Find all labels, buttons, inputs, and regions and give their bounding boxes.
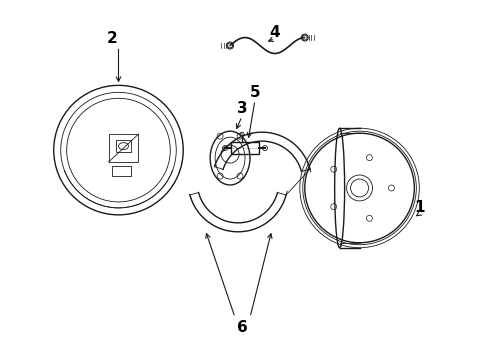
Text: 2: 2 <box>107 31 118 46</box>
Text: 3: 3 <box>237 101 247 116</box>
Text: 4: 4 <box>270 25 280 40</box>
Bar <box>112 166 131 176</box>
Bar <box>116 140 131 152</box>
Bar <box>108 134 138 162</box>
Text: 6: 6 <box>237 320 247 335</box>
Text: 1: 1 <box>414 201 424 215</box>
Text: 5: 5 <box>249 85 260 100</box>
Bar <box>231 142 259 154</box>
